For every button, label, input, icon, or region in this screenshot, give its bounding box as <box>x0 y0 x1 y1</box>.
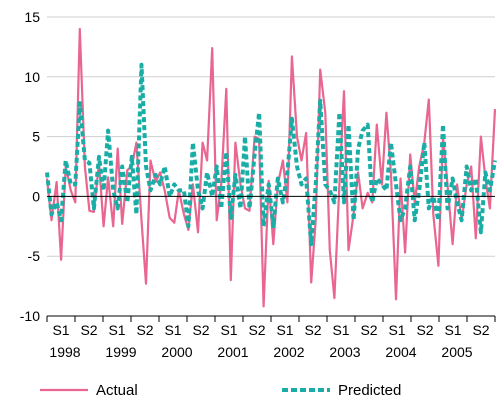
x-tick-year-label-2: 1999 <box>105 344 136 360</box>
x-tick-year-label-10: 2003 <box>329 344 360 360</box>
x-tick-year-label-0: 1998 <box>49 344 80 360</box>
x-tick-half-label-4: S1 <box>164 322 181 338</box>
x-tick-half-label-10: S1 <box>332 322 349 338</box>
x-tick-half-label-14: S1 <box>444 322 461 338</box>
x-tick-half-label-12: S1 <box>388 322 405 338</box>
x-tick-half-label-1: S2 <box>80 322 97 338</box>
x-tick-half-label-8: S1 <box>276 322 293 338</box>
y-tick-label-3: 5 <box>32 129 40 145</box>
x-tick-half-label-3: S2 <box>136 322 153 338</box>
x-tick-year-label-4: 2000 <box>161 344 192 360</box>
legend-label-predicted: Predicted <box>338 382 401 399</box>
x-tick-half-label-11: S2 <box>360 322 377 338</box>
x-tick-half-label-7: S2 <box>248 322 265 338</box>
x-tick-half-label-2: S1 <box>108 322 125 338</box>
series-line-predicted <box>45 62 497 247</box>
y-tick-label-4: 10 <box>24 69 40 85</box>
y-tick-label-0: -10 <box>20 308 40 324</box>
x-tick-year-label-8: 2002 <box>273 344 304 360</box>
x-tick-half-label-9: S2 <box>304 322 321 338</box>
legend-label-actual: Actual <box>96 382 138 399</box>
y-tick-label-1: -5 <box>28 248 41 264</box>
legend: Actual Predicted <box>40 382 401 399</box>
x-tick-half-label-0: S1 <box>52 322 69 338</box>
y-axis: -10 -5 0 5 10 15 <box>20 9 40 324</box>
y-tick-label-2: 0 <box>32 188 40 204</box>
x-tick-half-label-5: S2 <box>192 322 209 338</box>
series-lines <box>45 27 497 308</box>
x-tick-half-label-6: S1 <box>220 322 237 338</box>
x-tick-year-label-6: 2001 <box>217 344 248 360</box>
x-tick-half-label-13: S2 <box>416 322 433 338</box>
x-tick-year-label-14: 2005 <box>441 344 472 360</box>
x-tick-year-label-12: 2004 <box>385 344 416 360</box>
y-tick-label-5: 15 <box>24 9 40 25</box>
grid <box>47 16 495 317</box>
x-tick-half-label-15: S2 <box>472 322 489 338</box>
series-line-actual <box>45 27 497 308</box>
